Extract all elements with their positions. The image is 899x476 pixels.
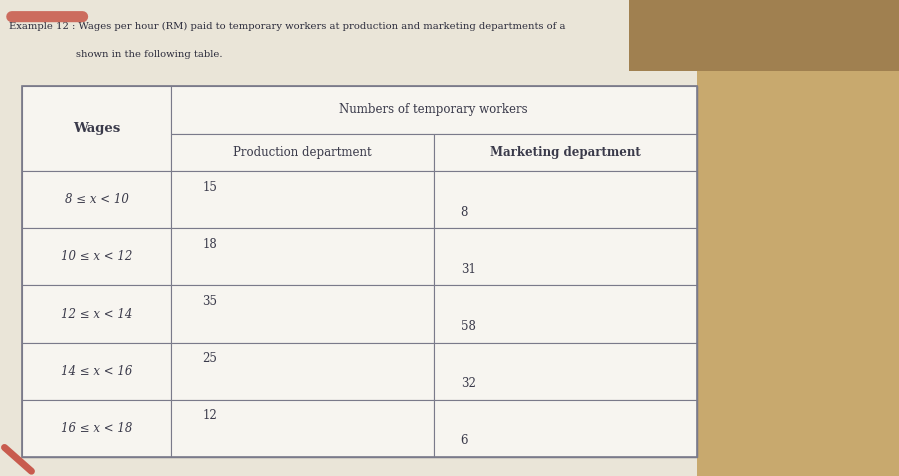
- Bar: [22, 400, 171, 457]
- Text: 18: 18: [202, 238, 217, 251]
- Text: 12: 12: [202, 409, 217, 422]
- Text: 15: 15: [202, 180, 218, 194]
- Bar: [434, 171, 697, 228]
- Text: Example 12 : Wages per hour (RM) paid to temporary workers at production and mar: Example 12 : Wages per hour (RM) paid to…: [9, 21, 565, 30]
- Bar: [171, 228, 434, 286]
- Bar: [697, 0, 899, 476]
- Text: Wages: Wages: [73, 122, 120, 135]
- Bar: [171, 86, 697, 134]
- Bar: [434, 400, 697, 457]
- Bar: [171, 171, 434, 228]
- Text: 58: 58: [461, 320, 476, 333]
- Bar: [22, 171, 171, 228]
- Bar: [22, 343, 171, 400]
- Text: 16 ≤ x < 18: 16 ≤ x < 18: [61, 422, 132, 435]
- Bar: [434, 134, 697, 171]
- Text: 12 ≤ x < 14: 12 ≤ x < 14: [61, 307, 132, 320]
- Bar: [22, 286, 171, 343]
- Text: 14 ≤ x < 16: 14 ≤ x < 16: [61, 365, 132, 377]
- Bar: [171, 400, 434, 457]
- Text: Numbers of temporary workers: Numbers of temporary workers: [340, 103, 528, 116]
- Text: 8 ≤ x < 10: 8 ≤ x < 10: [65, 193, 129, 206]
- Text: 35: 35: [202, 295, 218, 308]
- Bar: [171, 286, 434, 343]
- Text: 31: 31: [461, 263, 476, 276]
- Text: Production department: Production department: [233, 146, 371, 159]
- Text: 10 ≤ x < 12: 10 ≤ x < 12: [61, 250, 132, 263]
- Text: 8: 8: [461, 206, 468, 219]
- Text: 25: 25: [202, 352, 218, 365]
- Bar: [434, 228, 697, 286]
- Text: 32: 32: [461, 377, 476, 390]
- Bar: [434, 286, 697, 343]
- Text: Marketing department: Marketing department: [490, 146, 641, 159]
- Bar: [629, 0, 899, 71]
- Text: shown in the following table.: shown in the following table.: [76, 50, 223, 59]
- Bar: [22, 86, 697, 457]
- Bar: [22, 228, 171, 286]
- Text: 6: 6: [461, 435, 468, 447]
- Bar: [434, 343, 697, 400]
- Bar: [171, 134, 434, 171]
- Bar: [171, 343, 434, 400]
- Bar: [22, 86, 171, 171]
- Bar: [22, 86, 697, 457]
